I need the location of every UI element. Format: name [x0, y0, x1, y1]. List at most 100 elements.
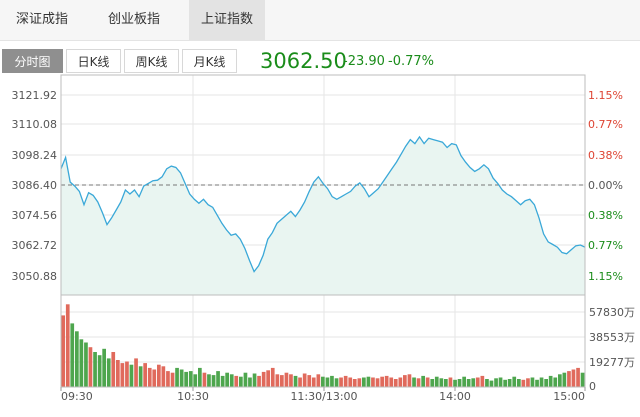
volume-bar — [207, 374, 211, 387]
volume-bar — [184, 371, 188, 387]
tab-intraday[interactable]: 分时图 — [2, 49, 63, 73]
volume-bar — [425, 377, 430, 387]
volume-bar — [352, 379, 357, 387]
volume-bar — [444, 379, 448, 387]
volume-bar — [521, 379, 526, 387]
price-tick-label: 3062.72 — [12, 239, 58, 252]
volume-bar — [134, 358, 138, 387]
percent-tick-label: 0.77% — [588, 118, 623, 131]
volume-bar — [475, 377, 480, 387]
volume-bar — [334, 378, 339, 387]
volume-bar — [275, 374, 280, 387]
volume-bar — [147, 367, 152, 387]
volume-bar — [106, 358, 111, 387]
volume-bar — [407, 374, 412, 387]
volume-bars — [61, 304, 585, 387]
volume-bar — [138, 366, 143, 387]
volume-bar — [330, 375, 334, 387]
volume-bar — [503, 379, 507, 387]
chart-border — [60, 74, 586, 388]
volume-bar — [416, 378, 421, 387]
volume-bar — [485, 379, 489, 387]
volume-bar — [498, 377, 503, 387]
volume-bar — [380, 376, 384, 387]
volume-bar — [270, 367, 275, 387]
percent-tick-label: 0.38% — [588, 209, 623, 222]
volume-bar — [362, 377, 366, 387]
volume-bar — [293, 375, 298, 387]
tab-monthly-k[interactable]: 月K线 — [182, 49, 237, 73]
volume-bar — [211, 375, 216, 387]
volume-bar — [84, 342, 88, 387]
volume-bar — [266, 370, 270, 387]
volume-bar — [576, 367, 580, 387]
time-tick-label: 15:00 — [553, 390, 585, 403]
price-tick-label: 3086.40 — [12, 179, 58, 192]
percent-tick-label: 1.15% — [588, 270, 623, 283]
volume-bar — [234, 375, 239, 387]
volume-bar — [70, 323, 75, 387]
volume-bar — [225, 372, 229, 387]
volume-bar — [357, 378, 362, 387]
volume-bar — [252, 373, 257, 387]
percent-tick-label: 0.77% — [588, 239, 623, 252]
index-tab-shanghai[interactable]: 上证指数 — [189, 0, 265, 40]
volume-bar — [530, 377, 535, 387]
volume-bar — [366, 376, 371, 387]
volume-bar — [243, 372, 248, 387]
volume-bar — [393, 379, 398, 387]
volume-bar — [97, 355, 102, 387]
volume-bar — [220, 375, 225, 387]
price-change: -23.90 — [343, 54, 385, 69]
volume-bar — [453, 379, 457, 387]
index-tabs: 深证成指 创业板指 上证指数 — [0, 0, 640, 41]
index-tab-shenzhen[interactable]: 深证成指 — [15, 12, 68, 27]
volume-bar — [179, 369, 184, 387]
index-tab-chinext[interactable]: 创业板指 — [107, 12, 160, 27]
tab-weekly-k[interactable]: 周K线 — [124, 49, 179, 73]
volume-bar — [175, 367, 179, 387]
time-tick-label: 10:30 — [177, 390, 209, 403]
volume-bar — [188, 371, 193, 387]
volume-bar — [375, 378, 380, 387]
percent-tick-label: 1.15% — [588, 89, 623, 102]
volume-bar — [371, 377, 375, 387]
volume-bar — [65, 304, 70, 387]
volume-bar — [544, 379, 548, 387]
volume-bar — [567, 371, 571, 387]
volume-bar — [170, 372, 175, 387]
volume-bar — [102, 348, 106, 387]
volume-bar — [75, 331, 79, 387]
volume-tick-label: 19277万 — [589, 356, 635, 369]
volume-bar — [302, 373, 307, 387]
chart-frame — [60, 74, 586, 391]
volume-bar — [439, 378, 444, 387]
volume-bar — [216, 371, 220, 387]
volume-bar — [548, 375, 553, 387]
volume-bar — [198, 367, 202, 387]
price-tick-label: 3050.88 — [12, 270, 58, 283]
volume-bar — [339, 377, 343, 387]
volume-bar — [311, 377, 316, 387]
volume-bar — [489, 380, 494, 387]
volume-bar — [526, 378, 530, 387]
volume-bar — [289, 374, 293, 387]
volume-bar — [462, 376, 466, 387]
volume-bar — [280, 375, 284, 387]
volume-bar — [129, 364, 134, 387]
volume-bar — [161, 366, 166, 387]
volume-bar — [535, 379, 539, 387]
volume-bar — [202, 372, 207, 387]
volume-bar — [239, 376, 243, 387]
volume-bar — [448, 377, 453, 387]
time-tick-label: 09:30 — [61, 390, 93, 403]
tab-daily-k[interactable]: 日K线 — [66, 49, 121, 73]
volume-bar — [412, 377, 416, 387]
volume-bar — [398, 377, 403, 387]
volume-bar — [248, 377, 252, 387]
volume-bar — [471, 378, 476, 387]
volume-bar — [562, 372, 567, 387]
price-line — [60, 135, 586, 273]
volume-bar — [157, 364, 161, 387]
